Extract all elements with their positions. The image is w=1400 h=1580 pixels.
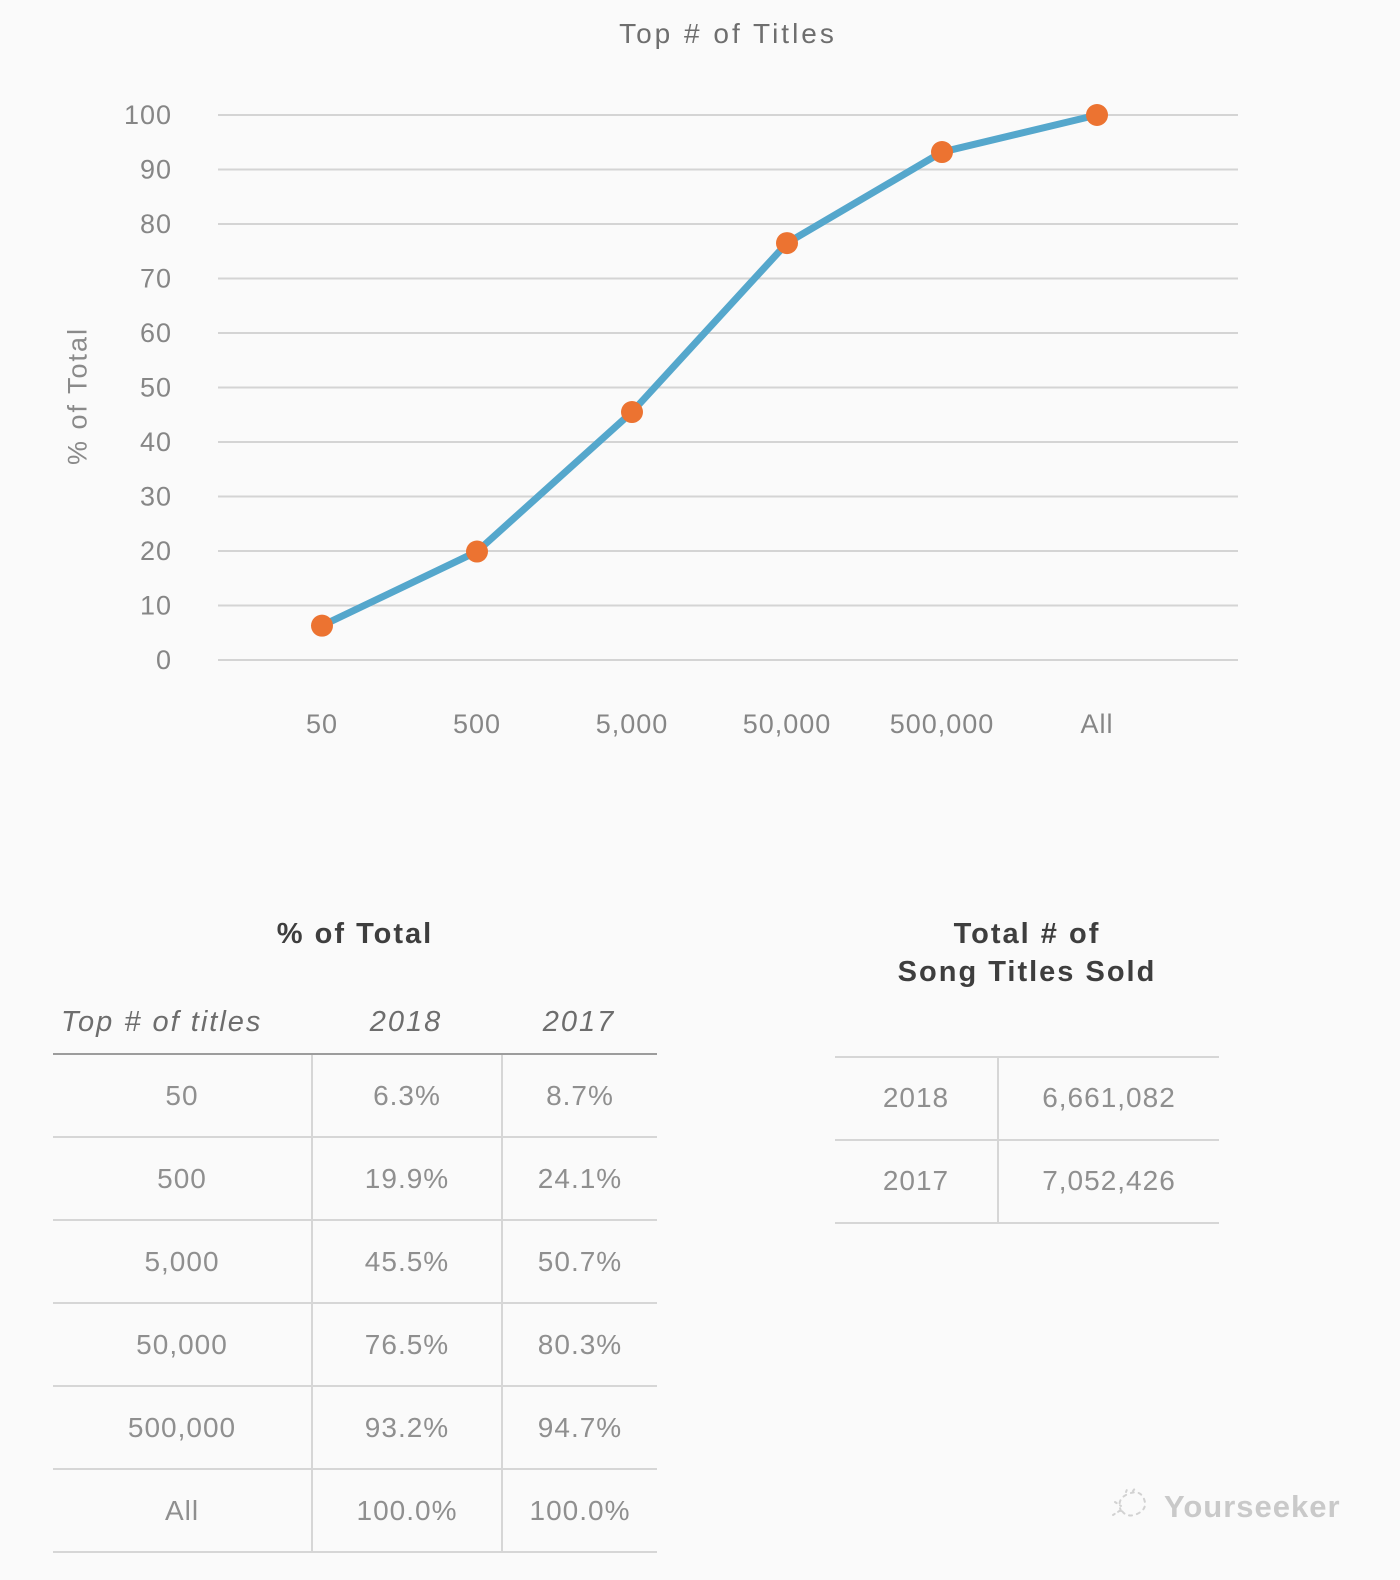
series-line-2018: [318, 111, 1101, 630]
value-2018: 100.0%: [311, 1470, 501, 1551]
pct-table-header: Top # of titles 2018 2017: [53, 1001, 657, 1055]
data-point: [776, 232, 798, 255]
data-point: [466, 540, 488, 563]
totals-title-line2: Song Titles Sold: [897, 956, 1157, 989]
value-2017: 50.7%: [501, 1221, 657, 1302]
year-label: 2018: [882, 1082, 950, 1114]
total-song-titles-table: Total # of Song Titles Sold 2018 6,661,0…: [835, 915, 1219, 1224]
svg-text:0: 0: [156, 645, 172, 675]
table-row: 2017 7,052,426: [835, 1140, 1219, 1224]
data-point: [1086, 104, 1108, 126]
value-2017: 80.3%: [501, 1304, 657, 1385]
totals-table-title: Total # of Song Titles Sold: [835, 915, 1219, 992]
svg-text:40: 40: [140, 427, 172, 457]
year-label: 2017: [882, 1165, 950, 1197]
svg-text:50: 50: [140, 373, 172, 403]
value-2017: 94.7%: [501, 1387, 657, 1468]
table-row: 500 19.9% 24.1%: [53, 1138, 657, 1221]
table-row: 50 6.3% 8.7%: [53, 1055, 657, 1138]
value-2018: 93.2%: [311, 1387, 501, 1468]
row-label: All: [164, 1494, 200, 1526]
yourseeker-logo-icon: [1106, 1480, 1154, 1533]
data-point: [621, 401, 643, 424]
svg-text:80: 80: [140, 209, 172, 239]
value-2017: 8.7%: [501, 1055, 657, 1136]
value-2018: 6.3%: [311, 1055, 501, 1136]
total-value: 7,052,426: [997, 1140, 1219, 1222]
header-2017: 2017: [542, 1006, 616, 1038]
table-row: 2018 6,661,082: [835, 1057, 1219, 1141]
header-top-num-titles: Top # of titles: [61, 1006, 263, 1038]
svg-text:500: 500: [453, 709, 501, 739]
svg-text:100: 100: [124, 100, 172, 130]
data-point-markers: [311, 104, 1108, 637]
row-label: 500,000: [127, 1411, 237, 1443]
x-tick-labels: 50 500 5,000 50,000 500,000 All: [306, 709, 1113, 739]
svg-text:500,000: 500,000: [890, 709, 995, 739]
data-point: [311, 614, 333, 637]
row-label: 50,000: [136, 1328, 228, 1360]
data-point: [931, 141, 953, 164]
row-label: 5,000: [144, 1245, 220, 1277]
value-2017: 100.0%: [501, 1470, 657, 1551]
svg-text:70: 70: [140, 264, 172, 294]
table-row: 500,000 93.2% 94.7%: [53, 1387, 657, 1470]
y-gridlines: [218, 114, 1238, 661]
table-row: All 100.0% 100.0%: [53, 1470, 657, 1553]
svg-text:50,000: 50,000: [743, 709, 832, 739]
totals-table-body: 2018 6,661,082 2017 7,052,426: [835, 1055, 1219, 1224]
svg-text:20: 20: [140, 536, 172, 566]
svg-text:90: 90: [140, 155, 172, 185]
y-tick-labels: 0 10 20 30 40 50 60 70 80 90 100: [124, 100, 172, 675]
brand-name: Yourseeker: [1164, 1488, 1341, 1524]
svg-text:50: 50: [306, 709, 338, 739]
table-row: 50,000 76.5% 80.3%: [53, 1304, 657, 1387]
svg-text:30: 30: [140, 482, 172, 512]
totals-title-line1: Total # of: [953, 918, 1101, 950]
value-2018: 76.5%: [311, 1304, 501, 1385]
value-2017: 24.1%: [501, 1138, 657, 1219]
row-label: 500: [157, 1162, 207, 1194]
total-value: 6,661,082: [997, 1057, 1219, 1139]
svg-text:5,000: 5,000: [596, 709, 669, 739]
value-2018: 19.9%: [311, 1138, 501, 1219]
header-2018: 2018: [369, 1006, 443, 1038]
pct-of-total-table: % of Total Top # of titles 2018 2017 50 …: [53, 915, 657, 1553]
chart-title: Top # of Titles: [619, 18, 837, 49]
row-label: 50: [165, 1079, 199, 1111]
svg-text:10: 10: [140, 591, 172, 621]
svg-text:All: All: [1080, 709, 1113, 739]
table-row: 5,000 45.5% 50.7%: [53, 1221, 657, 1304]
svg-text:60: 60: [140, 318, 172, 348]
brand-watermark: Yourseeker: [1106, 1480, 1341, 1533]
value-2018: 45.5%: [311, 1221, 501, 1302]
pct-table-title: % of Total: [276, 918, 434, 950]
